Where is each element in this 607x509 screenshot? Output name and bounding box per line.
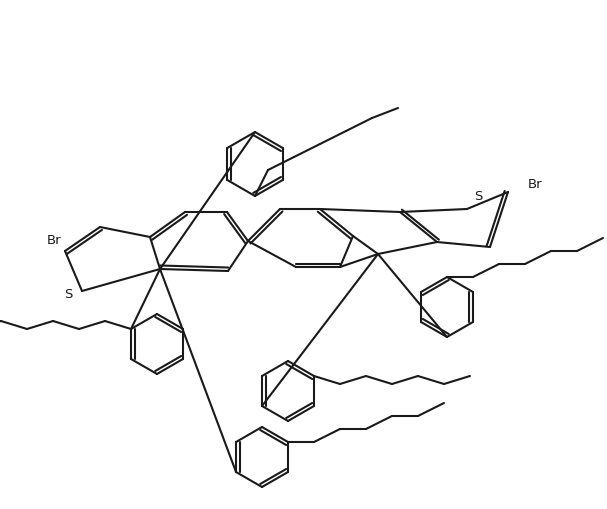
Text: S: S [474, 190, 483, 203]
Text: Br: Br [528, 178, 543, 191]
Text: S: S [64, 288, 72, 301]
Text: Br: Br [46, 233, 61, 246]
